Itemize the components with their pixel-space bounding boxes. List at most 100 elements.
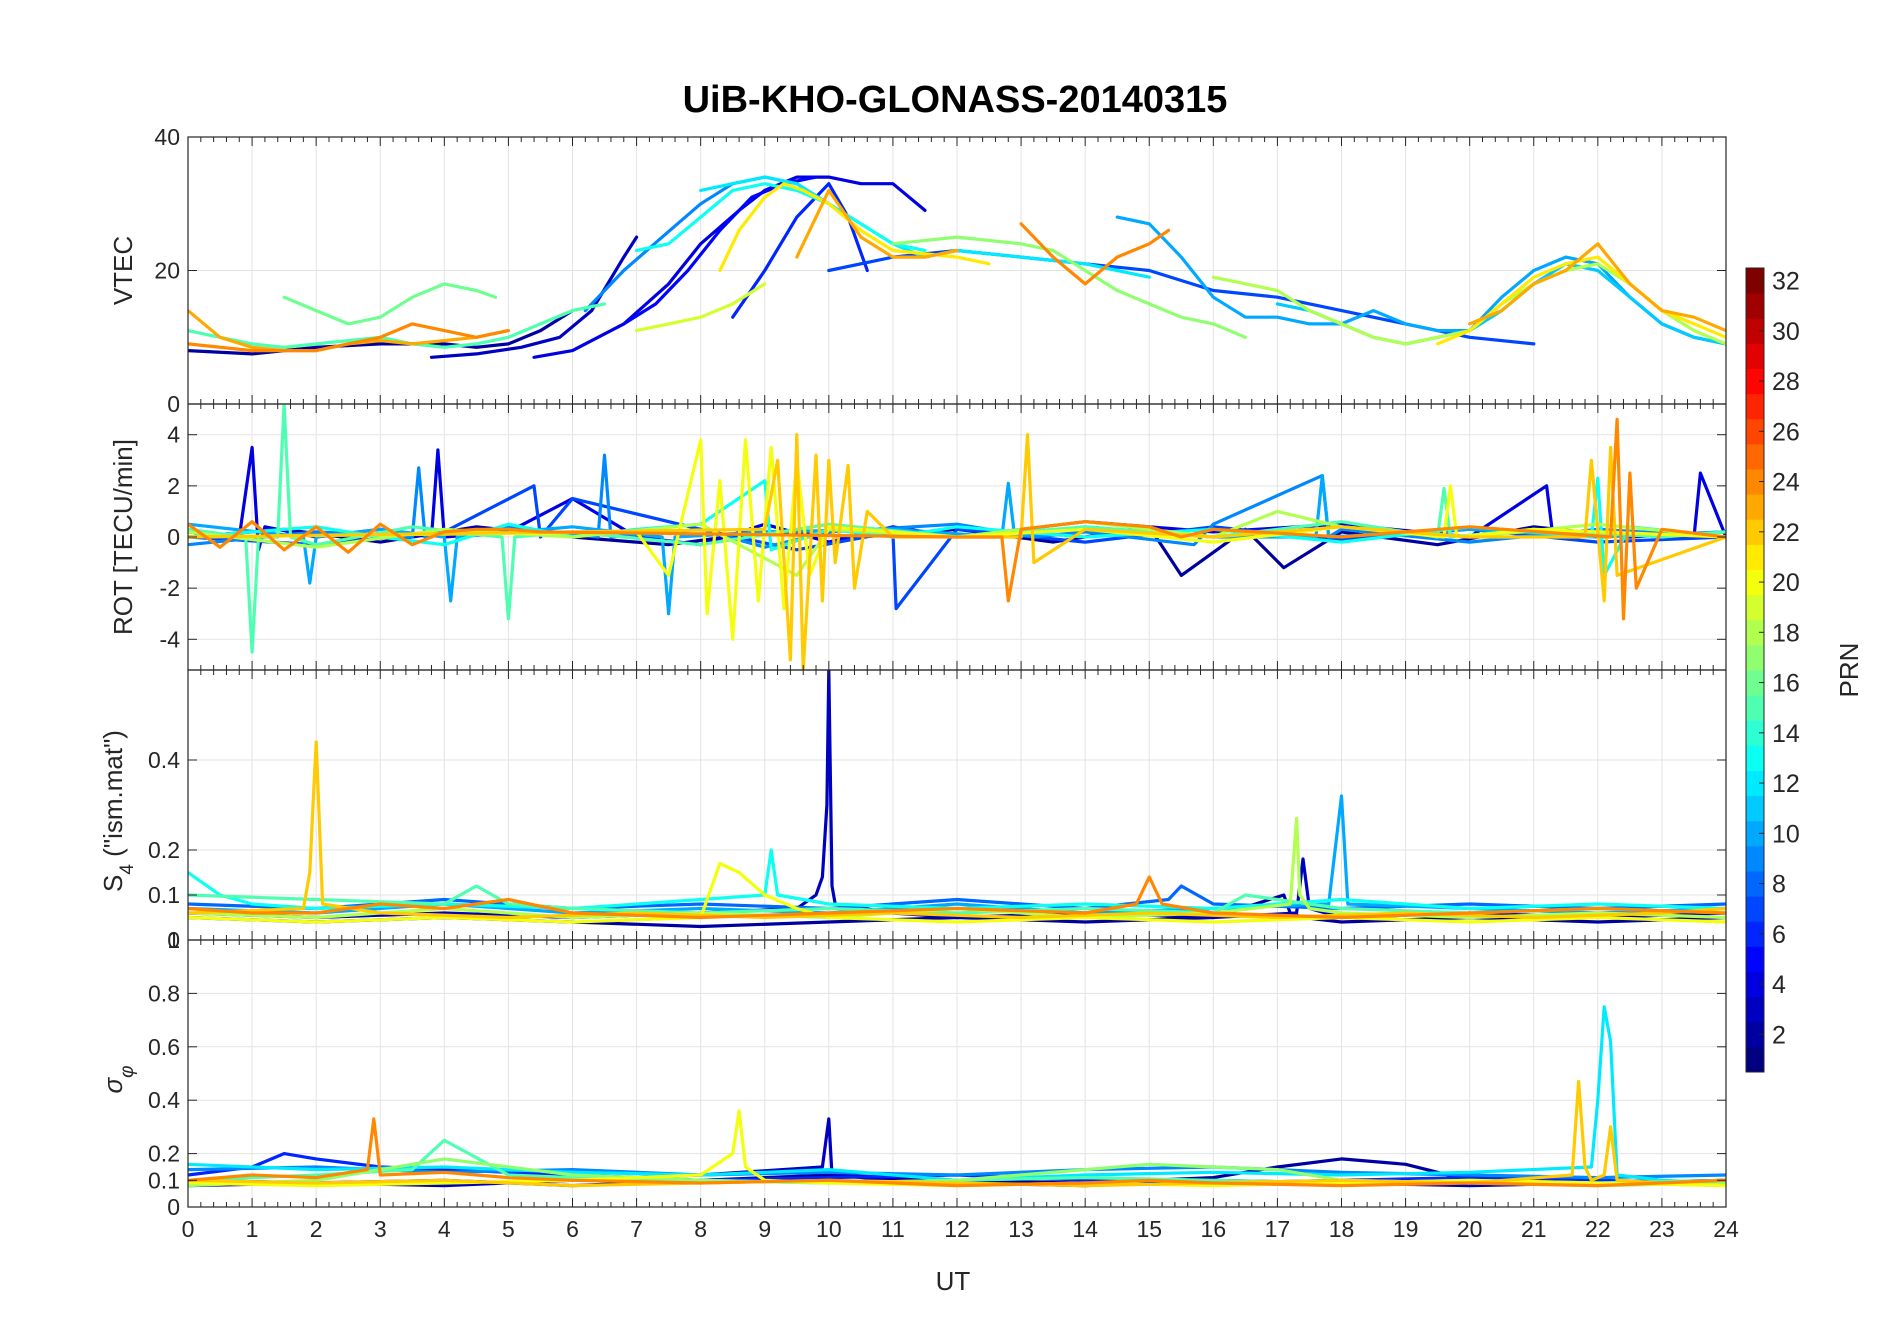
series-line-prn-17 bbox=[891, 235, 1247, 339]
colorbar-segment bbox=[1746, 594, 1764, 621]
colorbar-tick-label: 18 bbox=[1772, 619, 1800, 647]
colorbar-segment bbox=[1746, 318, 1764, 344]
colorbar-segment bbox=[1746, 443, 1764, 470]
series-line-prn-19 bbox=[635, 282, 767, 333]
colorbar-segment bbox=[1746, 720, 1764, 746]
y-tick-label: 4 bbox=[167, 422, 180, 448]
x-tick-label: 3 bbox=[374, 1216, 387, 1242]
colorbar-tick-label: 30 bbox=[1772, 318, 1800, 346]
y-tick-label: -2 bbox=[160, 575, 180, 601]
x-tick-label: 23 bbox=[1649, 1216, 1675, 1242]
colorbar-segment bbox=[1746, 1021, 1764, 1048]
panel-sigma-series bbox=[188, 1005, 1726, 1188]
y-axis-label-rot: ROT [TECU/min] bbox=[108, 439, 138, 635]
x-tick-label: 5 bbox=[502, 1216, 515, 1242]
colorbar-segment bbox=[1746, 343, 1764, 369]
series-line-prn-24 bbox=[1019, 222, 1171, 286]
colorbar-segment bbox=[1746, 695, 1764, 721]
y-tick-label: 0.4 bbox=[148, 747, 180, 773]
y-axis-label-sigma: σφ bbox=[98, 1065, 138, 1093]
y-tick-label: 0.4 bbox=[148, 1087, 180, 1113]
x-tick-label: 2 bbox=[310, 1216, 323, 1242]
colorbar-segment bbox=[1746, 368, 1764, 395]
series-line-prn-4 bbox=[532, 175, 927, 359]
y-tick-label: 0.2 bbox=[148, 1141, 180, 1167]
x-tick-label: 19 bbox=[1393, 1216, 1419, 1242]
x-tick-label: 11 bbox=[881, 1216, 905, 1242]
chart-title: UiB-KHO-GLONASS-20140315 bbox=[683, 79, 1228, 121]
series-line-prn-20 bbox=[188, 861, 1726, 924]
y-tick-label: 0.6 bbox=[148, 1034, 180, 1060]
colorbar-segment bbox=[1746, 494, 1764, 520]
series-line-prn-16 bbox=[282, 282, 498, 326]
colorbar-segment bbox=[1746, 519, 1764, 545]
panel-sigma-ticks: 00.10.20.40.60.81 bbox=[148, 927, 1727, 1220]
series-line-prn-22 bbox=[188, 1079, 1726, 1188]
panel-vtec: 0 20 40 VTEC bbox=[108, 124, 1727, 417]
colorbar-label: PRN bbox=[1834, 643, 1864, 698]
colorbar-segment bbox=[1746, 820, 1764, 847]
y-tick-label: 0.1 bbox=[148, 882, 180, 908]
y-axis-label-vtec: VTEC bbox=[108, 236, 138, 305]
colorbar-tick-label: 24 bbox=[1772, 469, 1800, 497]
series-line-prn-23 bbox=[1468, 242, 1726, 333]
colorbar-segment bbox=[1746, 745, 1764, 771]
x-tick-label: 8 bbox=[694, 1216, 707, 1242]
panel-s4-series bbox=[188, 670, 1726, 929]
colorbar-tick-label: 6 bbox=[1772, 921, 1786, 949]
series-line-prn-23 bbox=[795, 188, 959, 259]
panel-s4: 0 0.1 0.2 0.4 S4 ("ism.mat") bbox=[98, 669, 1727, 953]
x-tick-label: 9 bbox=[758, 1216, 771, 1242]
colorbar-segment bbox=[1746, 569, 1764, 596]
y-tick-label: 0.8 bbox=[148, 980, 180, 1006]
colorbar-segment bbox=[1746, 770, 1764, 797]
y-tick-label: 0 bbox=[167, 391, 180, 417]
x-tick-label: 20 bbox=[1457, 1216, 1483, 1242]
colorbar-segment bbox=[1746, 670, 1764, 696]
x-tick-label: 15 bbox=[1136, 1216, 1162, 1242]
x-axis-label: UT bbox=[936, 1266, 971, 1296]
colorbar-segment bbox=[1746, 293, 1764, 319]
y-tick-label: 0 bbox=[167, 524, 180, 550]
colorbar-tick-label: 16 bbox=[1772, 670, 1800, 698]
series-line-prn-6 bbox=[731, 182, 869, 319]
colorbar-segment bbox=[1746, 644, 1764, 671]
y-tick-label: -4 bbox=[160, 626, 181, 652]
y-tick-label: 0 bbox=[167, 927, 180, 953]
series-line-prn-24 bbox=[188, 322, 510, 353]
panel-vtec-ticks: 0 20 40 bbox=[154, 124, 1727, 417]
colorbar-tick-label: 14 bbox=[1772, 720, 1800, 748]
colorbar-frame bbox=[1745, 267, 1765, 1073]
x-tick-label: 0 bbox=[182, 1216, 195, 1242]
series-line-prn-24 bbox=[188, 875, 1726, 920]
series-line-prn-21 bbox=[718, 182, 991, 273]
y-tick-label: 0.1 bbox=[148, 1167, 180, 1193]
colorbar-segment bbox=[1746, 971, 1764, 998]
series-line-prn-24 bbox=[188, 1117, 1726, 1188]
colorbar-segment bbox=[1746, 845, 1764, 872]
colorbar-segment bbox=[1746, 946, 1764, 972]
y-tick-label: 2 bbox=[167, 473, 180, 499]
x-tick-label: 16 bbox=[1201, 1216, 1227, 1242]
colorbar-segment bbox=[1746, 393, 1764, 420]
colorbar-tick-label: 22 bbox=[1772, 519, 1800, 547]
series-line-prn-2 bbox=[188, 525, 1726, 577]
colorbar-segment bbox=[1746, 418, 1764, 445]
colorbar-segment bbox=[1746, 921, 1764, 947]
x-tick-label: 22 bbox=[1585, 1216, 1611, 1242]
x-tick-label: 14 bbox=[1072, 1216, 1098, 1242]
y-tick-label: 40 bbox=[154, 124, 180, 150]
x-tick-label: 18 bbox=[1329, 1216, 1355, 1242]
panel-vtec-series bbox=[188, 175, 1726, 359]
x-tick-label: 13 bbox=[1008, 1216, 1034, 1242]
x-tick-label: 6 bbox=[566, 1216, 579, 1242]
colorbar-tick-label: 32 bbox=[1772, 268, 1800, 296]
colorbar-tick-label: 12 bbox=[1772, 770, 1800, 798]
colorbar-segment bbox=[1746, 871, 1764, 897]
